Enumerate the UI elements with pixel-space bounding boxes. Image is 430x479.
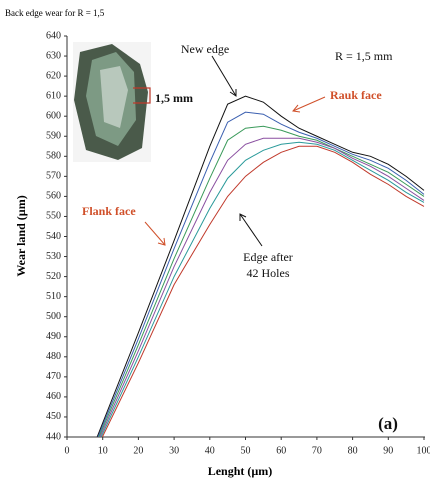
- x-tick-label: 80: [348, 445, 358, 456]
- y-tick-label: 530: [46, 251, 61, 262]
- plot-area: [96, 95, 425, 437]
- annotation: 42 Holes: [247, 266, 290, 280]
- y-tick-label: 630: [46, 50, 61, 61]
- annotation: (a): [378, 414, 398, 433]
- y-tick-label: 520: [46, 271, 61, 282]
- x-tick-label: 60: [276, 445, 286, 456]
- x-tick-label: 10: [98, 445, 108, 456]
- inset-photo: [73, 42, 151, 162]
- y-tick-label: 590: [46, 131, 61, 142]
- arrows: [144, 96, 326, 246]
- series-line: [100, 141, 425, 437]
- y-tick-label: 550: [46, 211, 61, 222]
- x-tick-label: 0: [65, 445, 70, 456]
- y-tick-label: 580: [46, 151, 61, 162]
- series-line: [96, 95, 425, 437]
- arrows: [211, 55, 263, 247]
- y-tick-label: 570: [46, 171, 61, 182]
- y-tick-label: 540: [46, 231, 61, 242]
- y-tick-label: 560: [46, 191, 61, 202]
- annotation: 1,5 mm: [155, 91, 193, 105]
- y-tick-label: 440: [46, 431, 61, 442]
- annotation: New edge: [181, 42, 229, 56]
- series-line: [97, 111, 425, 437]
- y-tick-label: 620: [46, 70, 61, 81]
- y-tick-label: 480: [46, 351, 61, 362]
- x-tick-label: 90: [383, 445, 393, 456]
- annotation: Edge after: [243, 250, 293, 264]
- y-tick-label: 610: [46, 90, 61, 101]
- series-line: [98, 125, 425, 437]
- y-axis-label: Wear land (µm): [14, 195, 28, 276]
- y-tick-label: 500: [46, 311, 61, 322]
- scale-bracket: [133, 87, 151, 104]
- y-tick-label: 600: [46, 110, 61, 121]
- chart-title: Back edge wear for R = 1,5: [5, 8, 105, 18]
- x-tick-label: 100: [417, 445, 430, 456]
- y-tick-label: 490: [46, 331, 61, 342]
- y-tick-label: 470: [46, 371, 61, 382]
- x-tick-label: 70: [312, 445, 322, 456]
- y-tick-label: 460: [46, 391, 61, 402]
- x-tick-label: 40: [205, 445, 215, 456]
- annotation: R = 1,5 mm: [335, 49, 393, 63]
- y-tick-label: 640: [46, 30, 61, 41]
- series-line: [99, 137, 425, 437]
- x-tick-label: 50: [241, 445, 251, 456]
- annotation: Flank face: [82, 204, 136, 218]
- series-line: [101, 145, 425, 437]
- x-tick-label: 20: [133, 445, 143, 456]
- y-tick-label: 450: [46, 411, 61, 422]
- x-tick-label: 30: [169, 445, 179, 456]
- annotation: Rauk face: [330, 88, 382, 102]
- y-tick-label: 510: [46, 291, 61, 302]
- x-axis-label: Lenght (µm): [208, 464, 273, 478]
